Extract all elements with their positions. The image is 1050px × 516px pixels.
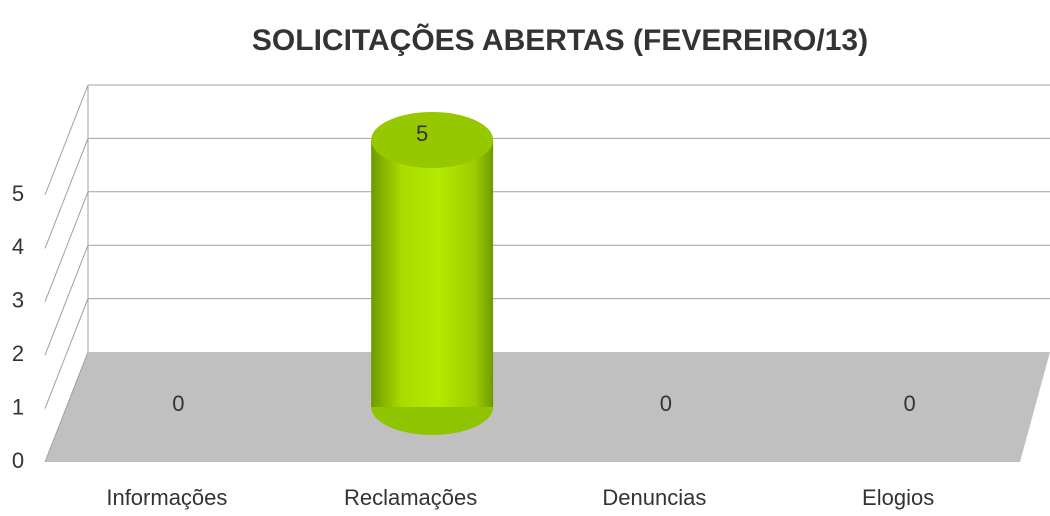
bar (371, 140, 494, 407)
grid-line (44, 138, 89, 249)
grid-line (44, 298, 89, 409)
x-tick-label: Elogios (862, 485, 934, 510)
y-tick-label: 4 (12, 234, 24, 259)
bar-top (371, 112, 494, 168)
x-tick-label: Informações (106, 485, 227, 510)
grid-line (44, 191, 89, 302)
y-tick-label: 2 (12, 341, 24, 366)
grid-line (44, 245, 89, 356)
value-label: 0 (904, 391, 916, 416)
y-tick-label: 0 (12, 448, 24, 473)
value-label: 0 (660, 391, 672, 416)
value-label: 5 (416, 121, 428, 146)
x-tick-label: Denuncias (602, 485, 706, 510)
y-tick-label: 3 (12, 288, 24, 313)
x-tick-label: Reclamações (344, 485, 477, 510)
wall-edge (44, 351, 89, 463)
chart-title: SOLICITAÇÕES ABERTAS (FEVEREIRO/13) (252, 23, 868, 57)
y-tick-label: 5 (12, 181, 24, 206)
grid-line (44, 84, 89, 196)
floor (45, 352, 1050, 462)
value-label: 0 (172, 391, 184, 416)
y-tick-label: 1 (12, 394, 24, 419)
